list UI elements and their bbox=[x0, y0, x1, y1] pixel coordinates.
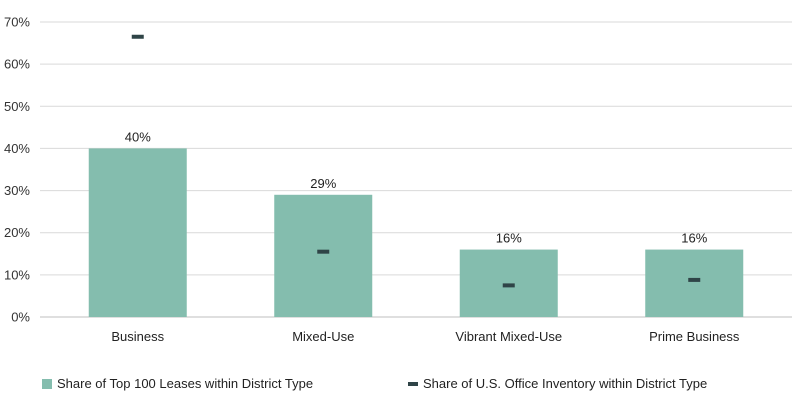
legend-label-inventory: Share of U.S. Office Inventory within Di… bbox=[423, 376, 708, 391]
inventory-marker bbox=[502, 283, 515, 288]
category-label: Vibrant Mixed-Use bbox=[455, 329, 562, 344]
data-label: 16% bbox=[681, 231, 707, 246]
bar bbox=[274, 194, 373, 317]
bar bbox=[645, 249, 744, 317]
legend-item-inventory: Share of U.S. Office Inventory within Di… bbox=[408, 376, 707, 391]
y-tick-label: 40% bbox=[4, 141, 30, 156]
legend-item-leases: Share of Top 100 Leases within District … bbox=[42, 376, 313, 391]
y-tick-label: 0% bbox=[11, 310, 30, 325]
inventory-marker bbox=[317, 249, 330, 254]
y-tick-label: 50% bbox=[4, 99, 30, 114]
data-label: 29% bbox=[310, 176, 336, 191]
y-tick-label: 60% bbox=[4, 57, 30, 72]
bar bbox=[88, 148, 187, 317]
y-tick-label: 20% bbox=[4, 225, 30, 240]
legend-label-leases: Share of Top 100 Leases within District … bbox=[57, 376, 314, 391]
legend-marker-swatch bbox=[408, 381, 418, 386]
inventory-marker bbox=[131, 34, 144, 39]
category-label: Mixed-Use bbox=[292, 329, 354, 344]
y-tick-label: 70% bbox=[4, 15, 30, 30]
legend-bar-swatch bbox=[42, 378, 52, 389]
legend: Share of Top 100 Leases within District … bbox=[0, 376, 800, 396]
data-label: 16% bbox=[496, 231, 522, 246]
category-label: Prime Business bbox=[649, 329, 740, 344]
category-label: Business bbox=[111, 329, 164, 344]
y-tick-label: 10% bbox=[4, 267, 30, 282]
y-tick-label: 30% bbox=[4, 183, 30, 198]
inventory-marker bbox=[688, 277, 701, 282]
bar bbox=[459, 249, 558, 317]
data-label: 40% bbox=[125, 129, 151, 144]
